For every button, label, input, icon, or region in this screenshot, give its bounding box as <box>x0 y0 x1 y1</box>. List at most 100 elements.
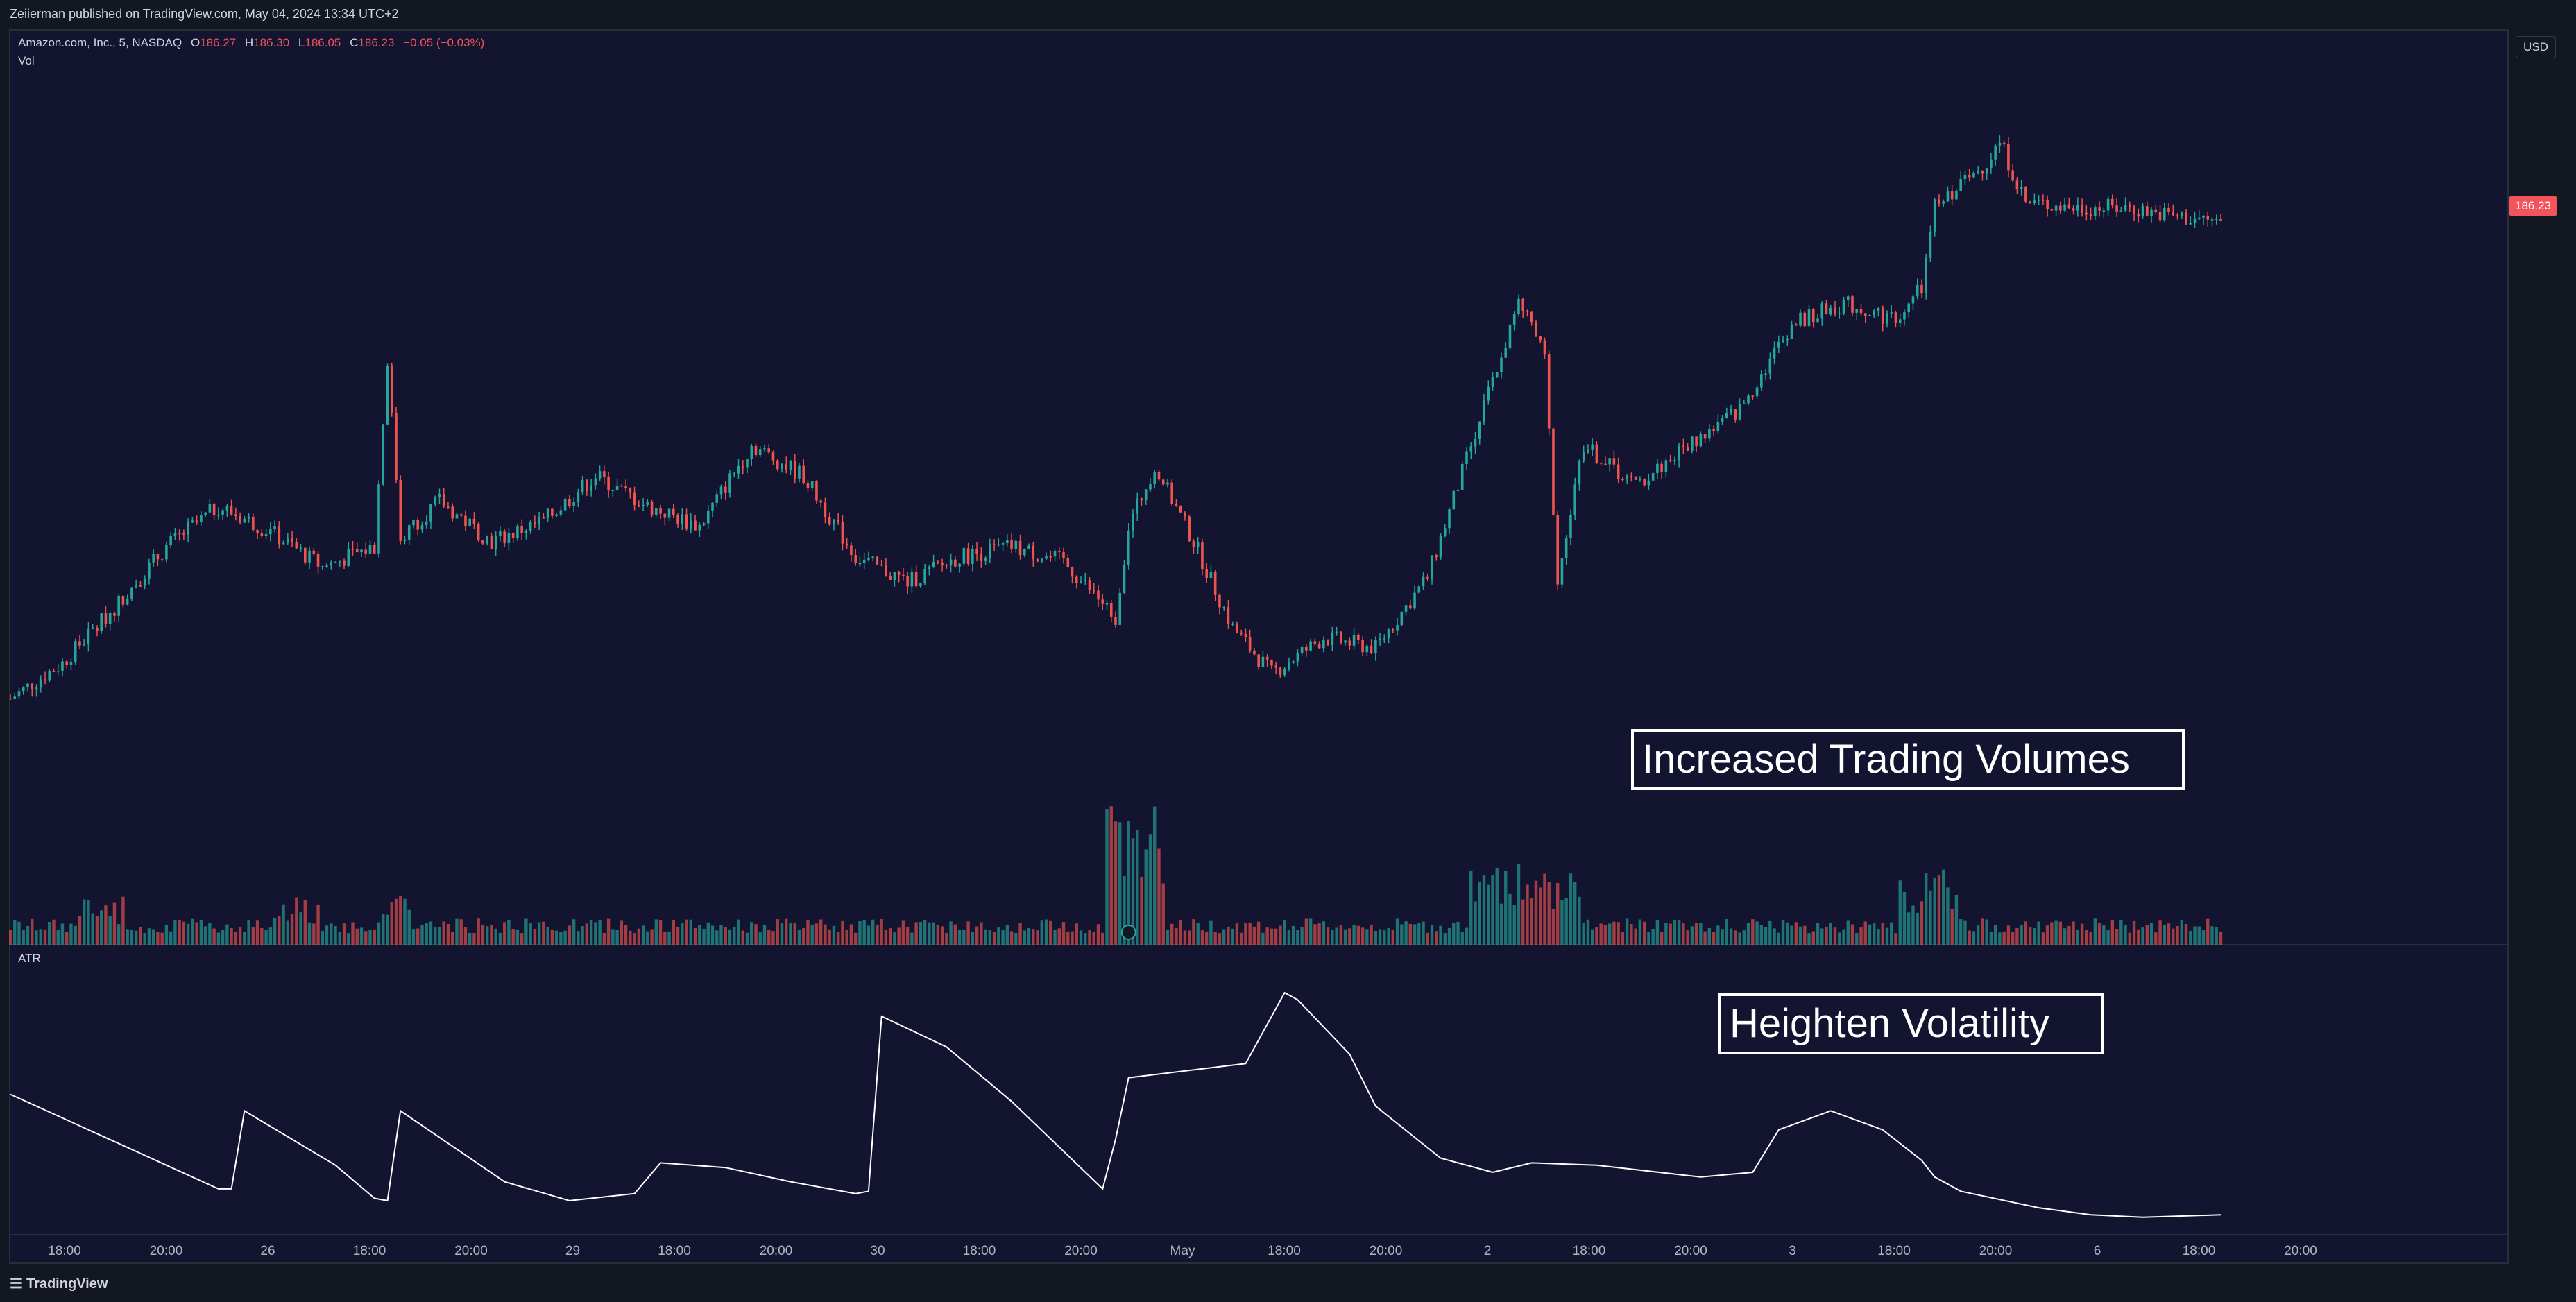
candle-body <box>61 661 64 671</box>
candle-body <box>100 613 103 631</box>
candle-body <box>2185 212 2187 225</box>
volume-bar <box>1526 884 1529 945</box>
volume-bar <box>975 926 979 945</box>
volume-bar <box>502 922 506 945</box>
candle-body <box>143 579 146 586</box>
candle-body <box>594 478 597 486</box>
candle-body <box>910 572 914 587</box>
candle-body <box>1097 590 1100 600</box>
candle-body <box>2180 212 2183 217</box>
volume-bar <box>1612 921 1616 945</box>
volume-bar <box>1617 922 1620 945</box>
volume-bar <box>1079 930 1083 945</box>
volume-bar <box>1751 919 1755 945</box>
volume-bar <box>1192 919 1195 945</box>
candle-body <box>1547 354 1551 429</box>
candle-body <box>26 683 29 687</box>
candle-body <box>1469 446 1473 452</box>
candle-body <box>1634 477 1637 480</box>
volume-bar <box>420 925 424 945</box>
candle-body <box>1344 640 1347 643</box>
volume-bar <box>1560 900 1564 945</box>
candle-body <box>1647 480 1650 486</box>
candle-body <box>685 514 688 529</box>
chart-area[interactable] <box>9 29 2509 1264</box>
candle-body <box>1968 175 1971 178</box>
volume-bar <box>22 930 25 945</box>
candle-body <box>546 508 549 518</box>
volume-bar <box>1417 923 1421 945</box>
volume-bar <box>1339 925 1343 945</box>
volume-bar <box>1044 919 1048 945</box>
candle-body <box>581 479 584 493</box>
volume-bar <box>321 930 324 945</box>
candle-body <box>1452 490 1456 510</box>
candle-body <box>1794 324 1798 326</box>
volume-bar <box>520 933 524 945</box>
chart-canvas[interactable]: 189.00188.00187.00186.00185.00184.00183.… <box>9 29 2509 1264</box>
candle-body <box>655 508 658 515</box>
candle-body <box>334 562 337 563</box>
volume-bar <box>1105 809 1109 945</box>
volume-bar <box>463 927 468 945</box>
volume-bar <box>2141 927 2144 945</box>
candle-body <box>932 562 935 567</box>
candle-body <box>971 549 974 564</box>
candle-body <box>2124 205 2127 211</box>
volume-bar <box>264 930 268 945</box>
candle-body <box>1851 296 1854 313</box>
volume-bar <box>776 919 779 945</box>
candle-body <box>2067 204 2071 209</box>
candle-body <box>425 521 428 526</box>
volume-bar <box>1348 928 1351 945</box>
candle-body <box>2029 201 2031 203</box>
volume-bar <box>1443 933 1447 945</box>
volume-bar <box>1499 903 1503 945</box>
candle-body <box>486 536 488 544</box>
currency-button[interactable]: USD <box>2516 36 2556 58</box>
volume-bar <box>1707 927 1712 945</box>
candle-body <box>2002 142 2006 144</box>
candle-body <box>1868 315 1871 316</box>
candle-body <box>1322 640 1325 649</box>
volume-bar <box>1564 897 1568 945</box>
candle-body <box>264 534 268 536</box>
volume-bar <box>1131 838 1135 945</box>
volume-bar <box>1296 930 1299 945</box>
candle-body <box>2033 200 2036 203</box>
volume-bar <box>858 920 862 945</box>
volume-bar <box>966 921 970 945</box>
candle-body <box>468 518 471 526</box>
volume-bar <box>602 933 606 945</box>
candle-body <box>1027 545 1030 549</box>
candle-body <box>386 366 389 425</box>
volume-bar <box>1036 930 1039 945</box>
candle-body <box>1175 504 1178 506</box>
candle-body <box>1409 605 1412 609</box>
volume-bar <box>845 930 848 945</box>
volume-bar <box>2184 924 2188 945</box>
candle-body <box>1643 479 1646 486</box>
candle-body <box>1006 540 1009 544</box>
volume-bar <box>1512 905 1516 945</box>
candle-body <box>287 538 289 543</box>
candle-body <box>867 557 870 560</box>
volume-bar <box>442 921 445 945</box>
candle-body <box>1552 428 1555 515</box>
volume-bar <box>1127 821 1130 945</box>
high-label: H <box>244 36 254 49</box>
volume-bar <box>2011 931 2015 945</box>
candle-body <box>126 598 129 605</box>
candle-body <box>824 502 827 517</box>
candle-body <box>407 525 411 540</box>
candle-body <box>273 526 276 529</box>
candle-body <box>2054 205 2058 211</box>
volume-bar <box>1335 927 1338 945</box>
volume-bar <box>2080 923 2084 945</box>
volume-bar <box>719 925 723 945</box>
candle-body <box>451 506 454 519</box>
volume-bar <box>2015 927 2019 945</box>
candle-body <box>1755 387 1759 397</box>
candle-body <box>455 514 459 519</box>
candle-body <box>178 533 181 534</box>
